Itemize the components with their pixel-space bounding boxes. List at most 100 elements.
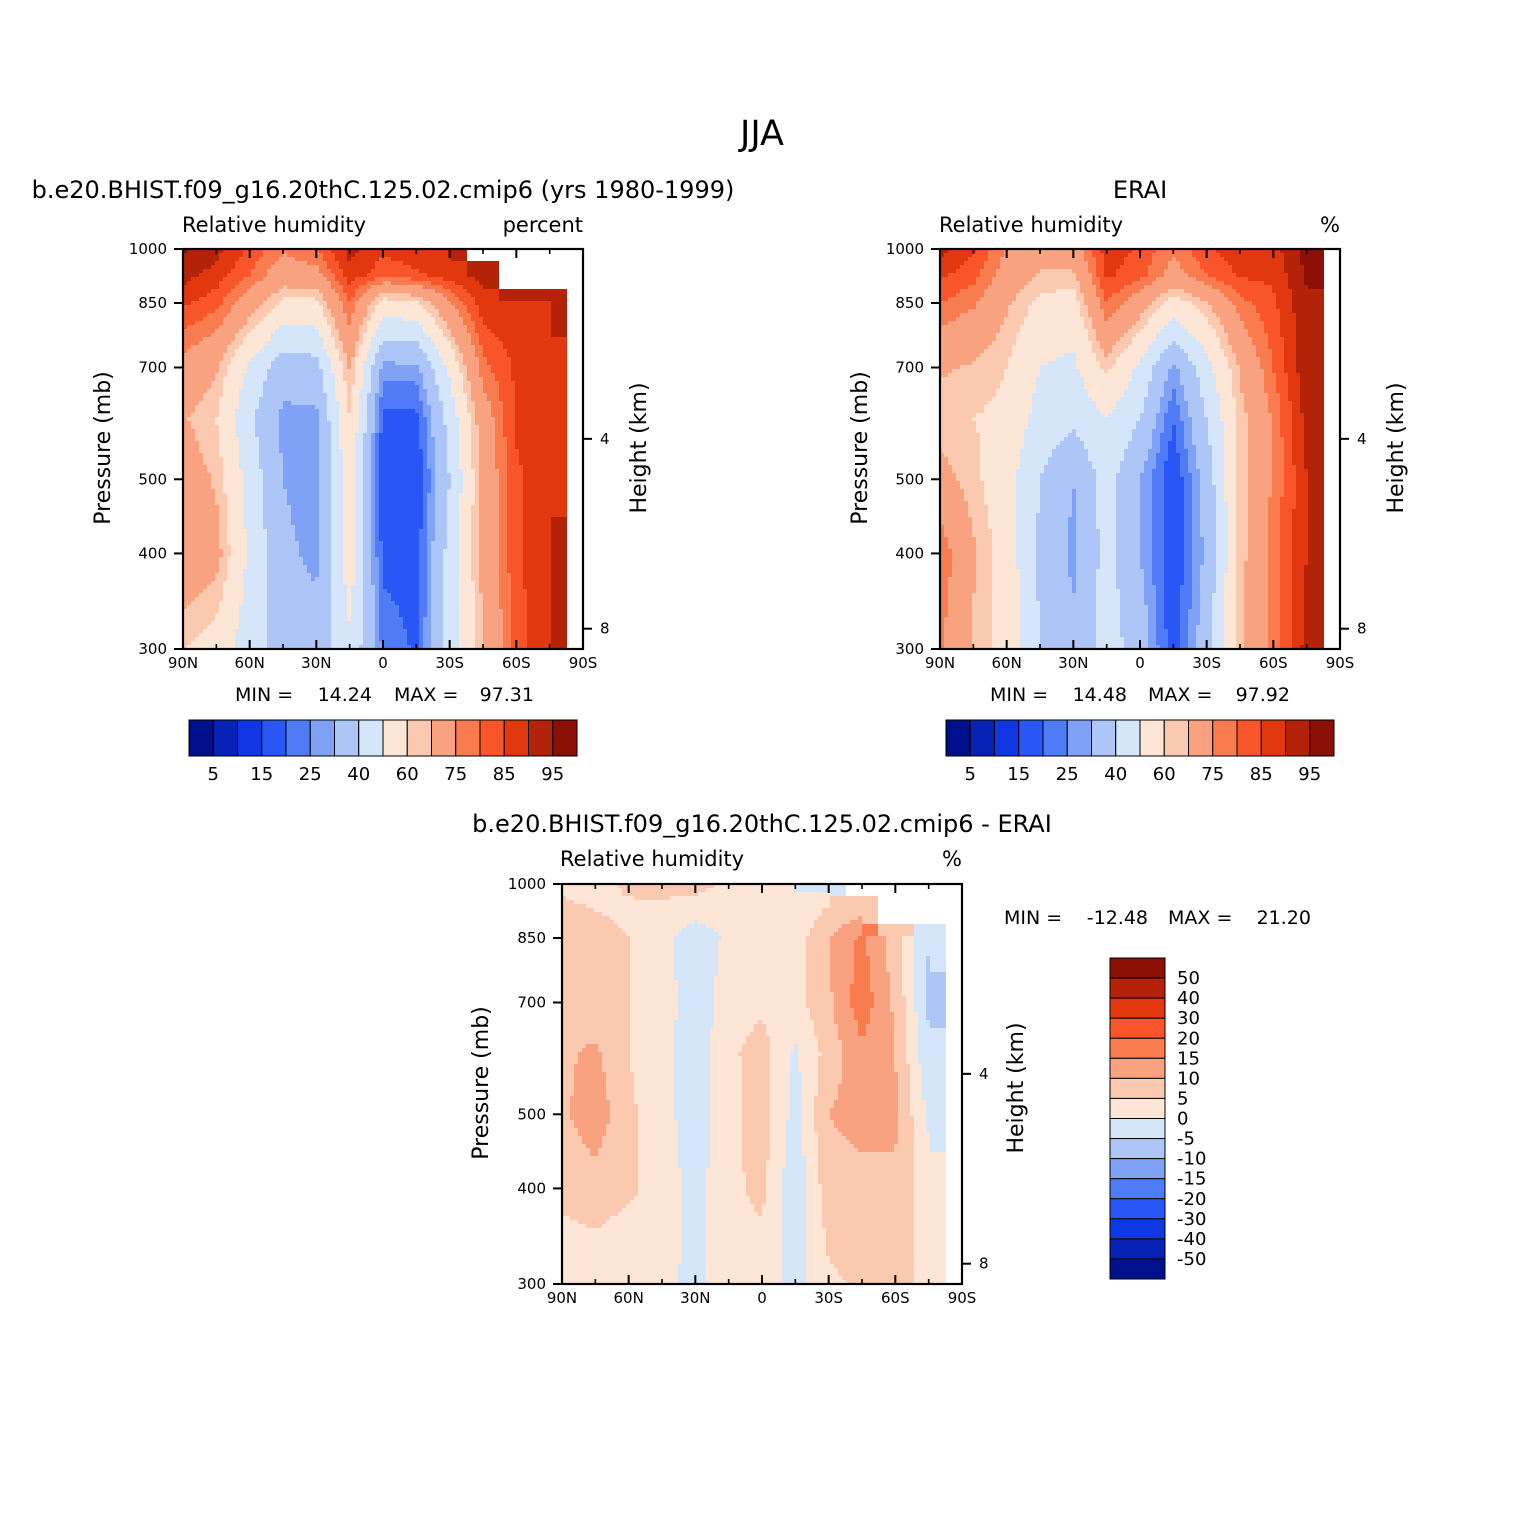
field-cell — [279, 253, 284, 258]
field-cell — [223, 421, 228, 426]
field-cell — [511, 341, 516, 346]
field-cell — [335, 385, 340, 390]
field-cell — [471, 365, 476, 370]
field-cell — [467, 289, 472, 294]
field-cell — [451, 289, 456, 294]
field-cell — [239, 285, 244, 290]
field-cell — [475, 305, 480, 310]
field-cell — [527, 421, 532, 426]
field-cell — [207, 317, 212, 322]
field-cell — [383, 381, 388, 386]
field-cell — [271, 349, 276, 354]
field-cell — [203, 393, 208, 398]
field-cell — [487, 293, 492, 298]
field-cell — [391, 305, 396, 310]
field-cell — [447, 269, 452, 274]
field-cell — [399, 413, 404, 418]
field-cell — [463, 433, 468, 438]
field-cell — [439, 417, 444, 422]
field-cell — [219, 313, 224, 318]
field-cell — [247, 373, 252, 378]
field-cell — [563, 309, 568, 314]
field-cell — [435, 325, 440, 330]
field-cell — [207, 333, 212, 338]
field-cell — [259, 429, 264, 434]
field-cell — [303, 385, 308, 390]
field-cell — [315, 321, 320, 326]
field-cell — [211, 433, 216, 438]
field-cell — [203, 253, 208, 258]
field-cell — [531, 257, 536, 262]
field-cell — [407, 293, 412, 298]
field-cell — [427, 301, 432, 306]
field-cell — [563, 257, 568, 262]
field-cell — [191, 369, 196, 374]
field-cell — [515, 433, 520, 438]
field-cell — [335, 273, 340, 278]
field-cell — [323, 381, 328, 386]
field-cell — [559, 277, 564, 282]
field-cell — [327, 401, 332, 406]
field-cell — [579, 353, 584, 358]
field-cell — [271, 373, 276, 378]
field-cell — [243, 389, 248, 394]
field-cell — [203, 405, 208, 410]
field-cell — [207, 437, 212, 442]
field-cell — [291, 337, 296, 342]
field-cell — [495, 409, 500, 414]
field-cell — [507, 425, 512, 430]
field-cell — [571, 257, 576, 262]
field-cell — [247, 273, 252, 278]
field-cell — [291, 289, 296, 294]
field-cell — [359, 277, 364, 282]
field-cell — [247, 289, 252, 294]
field-cell — [235, 281, 240, 286]
field-cell — [387, 341, 392, 346]
field-cell — [419, 397, 424, 402]
field-cell — [199, 321, 204, 326]
field-cell — [267, 333, 272, 338]
field-cell — [455, 361, 460, 366]
field-cell — [251, 293, 256, 298]
field-cell — [211, 265, 216, 270]
field-cell — [575, 301, 580, 306]
field-cell — [491, 277, 496, 282]
field-cell — [483, 329, 488, 334]
field-cell — [443, 437, 448, 442]
field-cell — [459, 337, 464, 342]
field-cell — [239, 325, 244, 330]
field-cell — [475, 381, 480, 386]
field-cell — [275, 429, 280, 434]
field-cell — [451, 441, 456, 446]
field-cell — [555, 273, 560, 278]
field-cell — [199, 285, 204, 290]
field-cell — [379, 269, 384, 274]
field-cell — [307, 429, 312, 434]
field-cell — [223, 401, 228, 406]
field-cell — [391, 345, 396, 350]
field-cell — [199, 257, 204, 262]
field-cell — [215, 273, 220, 278]
field-cell — [439, 249, 444, 254]
field-cell — [479, 421, 484, 426]
field-cell — [551, 389, 556, 394]
field-cell — [427, 277, 432, 282]
field-cell — [251, 377, 256, 382]
field-cell — [451, 345, 456, 350]
field-cell — [551, 305, 556, 310]
field-cell — [211, 277, 216, 282]
field-cell — [467, 261, 472, 266]
field-cell — [555, 293, 560, 298]
field-cell — [275, 305, 280, 310]
field-cell — [579, 389, 584, 394]
field-cell — [255, 257, 260, 262]
field-cell — [191, 317, 196, 322]
field-cell — [183, 429, 188, 434]
field-cell — [255, 381, 260, 386]
field-cell — [459, 289, 464, 294]
field-cell — [271, 361, 276, 366]
field-cell — [295, 389, 300, 394]
field-cell — [379, 265, 384, 270]
field-cell — [255, 305, 260, 310]
